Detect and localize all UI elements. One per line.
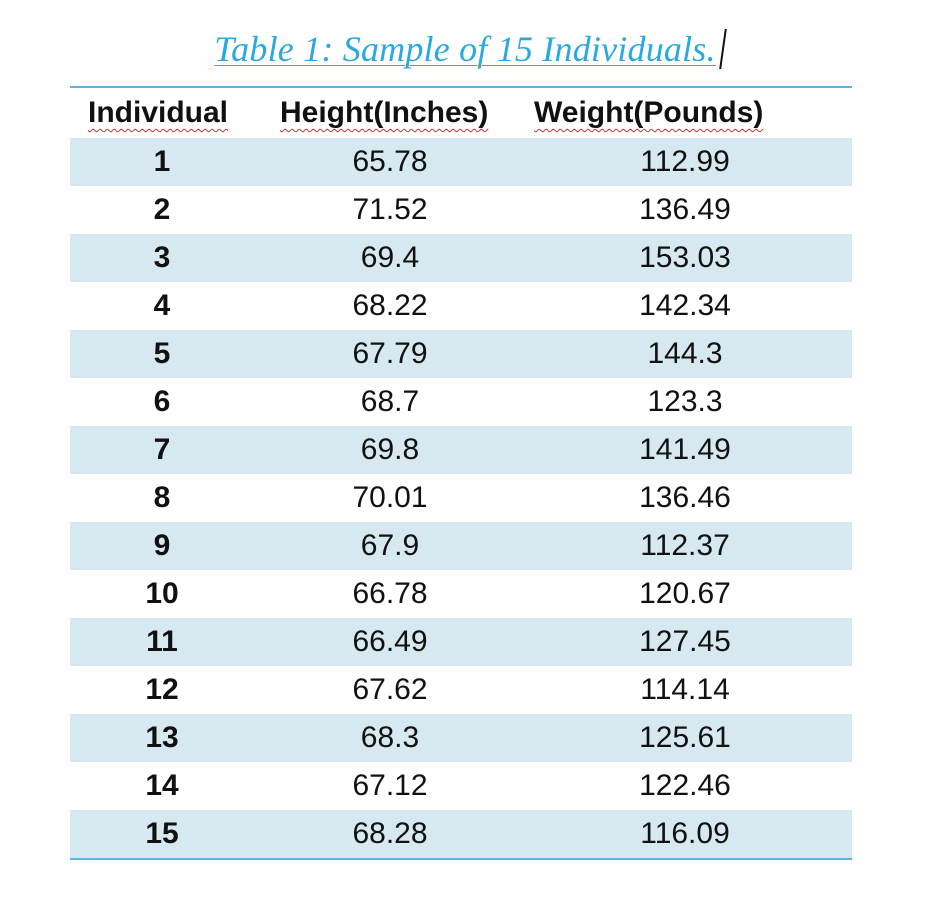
cell-individual[interactable]: 3 xyxy=(70,234,262,282)
cell-weight[interactable]: 120.67 xyxy=(518,570,852,618)
table-row: 2 71.52 136.49 xyxy=(70,186,852,234)
cell-weight[interactable]: 122.46 xyxy=(518,762,852,810)
cell-height[interactable]: 67.62 xyxy=(262,666,518,714)
table-row: 8 70.01 136.46 xyxy=(70,474,852,522)
cell-height[interactable]: 68.3 xyxy=(262,714,518,762)
cell-individual[interactable]: 14 xyxy=(70,762,262,810)
cell-weight[interactable]: 141.49 xyxy=(518,426,852,474)
header-individual-label: Individual xyxy=(88,96,229,129)
cell-height[interactable]: 67.9 xyxy=(262,522,518,570)
cell-height[interactable]: 70.01 xyxy=(262,474,518,522)
table-row: 3 69.4 153.03 xyxy=(70,234,852,282)
cell-height[interactable]: 68.7 xyxy=(262,378,518,426)
table-row: 4 68.22 142.34 xyxy=(70,282,852,330)
table-row: 13 68.3 125.61 xyxy=(70,714,852,762)
cell-height[interactable]: 66.49 xyxy=(262,618,518,666)
table-body: 1 65.78 112.99 2 71.52 136.49 3 69.4 153.03 4 68.2… xyxy=(70,138,852,859)
cell-weight[interactable]: 153.03 xyxy=(518,234,852,282)
cell-individual[interactable]: 13 xyxy=(70,714,262,762)
table-row: 15 68.28 116.09 xyxy=(70,810,852,859)
header-row: Individual Height(Inches) Weight(Pounds) xyxy=(70,87,852,138)
table-row: 1 65.78 112.99 xyxy=(70,138,852,186)
cell-height[interactable]: 68.28 xyxy=(262,810,518,859)
cell-weight[interactable]: 136.46 xyxy=(518,474,852,522)
cell-weight[interactable]: 112.99 xyxy=(518,138,852,186)
table-row: 6 68.7 123.3 xyxy=(70,378,852,426)
cell-individual[interactable]: 4 xyxy=(70,282,262,330)
cell-height[interactable]: 69.8 xyxy=(262,426,518,474)
cell-individual[interactable]: 11 xyxy=(70,618,262,666)
cell-height[interactable]: 66.78 xyxy=(262,570,518,618)
cell-individual[interactable]: 15 xyxy=(70,810,262,859)
header-individual[interactable]: Individual xyxy=(70,87,262,138)
data-table: Individual Height(Inches) Weight(Pounds)… xyxy=(70,86,852,860)
cell-individual[interactable]: 10 xyxy=(70,570,262,618)
table-row: 5 67.79 144.3 xyxy=(70,330,852,378)
table-row: 11 66.49 127.45 xyxy=(70,618,852,666)
cell-weight[interactable]: 127.45 xyxy=(518,618,852,666)
table-caption[interactable]: Table 1: Sample of 15 Individuals. xyxy=(214,29,716,69)
cell-height[interactable]: 69.4 xyxy=(262,234,518,282)
table-header: Individual Height(Inches) Weight(Pounds) xyxy=(70,87,852,138)
cell-individual[interactable]: 8 xyxy=(70,474,262,522)
cell-weight[interactable]: 112.37 xyxy=(518,522,852,570)
cell-weight[interactable]: 125.61 xyxy=(518,714,852,762)
table-row: 7 69.8 141.49 xyxy=(70,426,852,474)
header-height-label: Height(Inches) xyxy=(280,96,489,129)
header-weight-label: Weight(Pounds) xyxy=(534,96,764,129)
cell-individual[interactable]: 12 xyxy=(70,666,262,714)
cell-height[interactable]: 68.22 xyxy=(262,282,518,330)
cell-individual[interactable]: 5 xyxy=(70,330,262,378)
cell-height[interactable]: 71.52 xyxy=(262,186,518,234)
cell-weight[interactable]: 136.49 xyxy=(518,186,852,234)
cell-individual[interactable]: 1 xyxy=(70,138,262,186)
table-row: 9 67.9 112.37 xyxy=(70,522,852,570)
cell-individual[interactable]: 7 xyxy=(70,426,262,474)
data-table-container: Individual Height(Inches) Weight(Pounds)… xyxy=(70,86,852,860)
cell-individual[interactable]: 9 xyxy=(70,522,262,570)
text-cursor xyxy=(718,29,727,69)
cell-individual[interactable]: 2 xyxy=(70,186,262,234)
header-weight[interactable]: Weight(Pounds) xyxy=(518,87,852,138)
cell-weight[interactable]: 144.3 xyxy=(518,330,852,378)
caption-row: Table 1: Sample of 15 Individuals. xyxy=(0,28,938,76)
table-row: 14 67.12 122.46 xyxy=(70,762,852,810)
cell-height[interactable]: 65.78 xyxy=(262,138,518,186)
cell-height[interactable]: 67.79 xyxy=(262,330,518,378)
cell-individual[interactable]: 6 xyxy=(70,378,262,426)
header-height[interactable]: Height(Inches) xyxy=(262,87,518,138)
cell-height[interactable]: 67.12 xyxy=(262,762,518,810)
table-row: 12 67.62 114.14 xyxy=(70,666,852,714)
cell-weight[interactable]: 142.34 xyxy=(518,282,852,330)
cell-weight[interactable]: 116.09 xyxy=(518,810,852,859)
cell-weight[interactable]: 114.14 xyxy=(518,666,852,714)
cell-weight[interactable]: 123.3 xyxy=(518,378,852,426)
table-row: 10 66.78 120.67 xyxy=(70,570,852,618)
